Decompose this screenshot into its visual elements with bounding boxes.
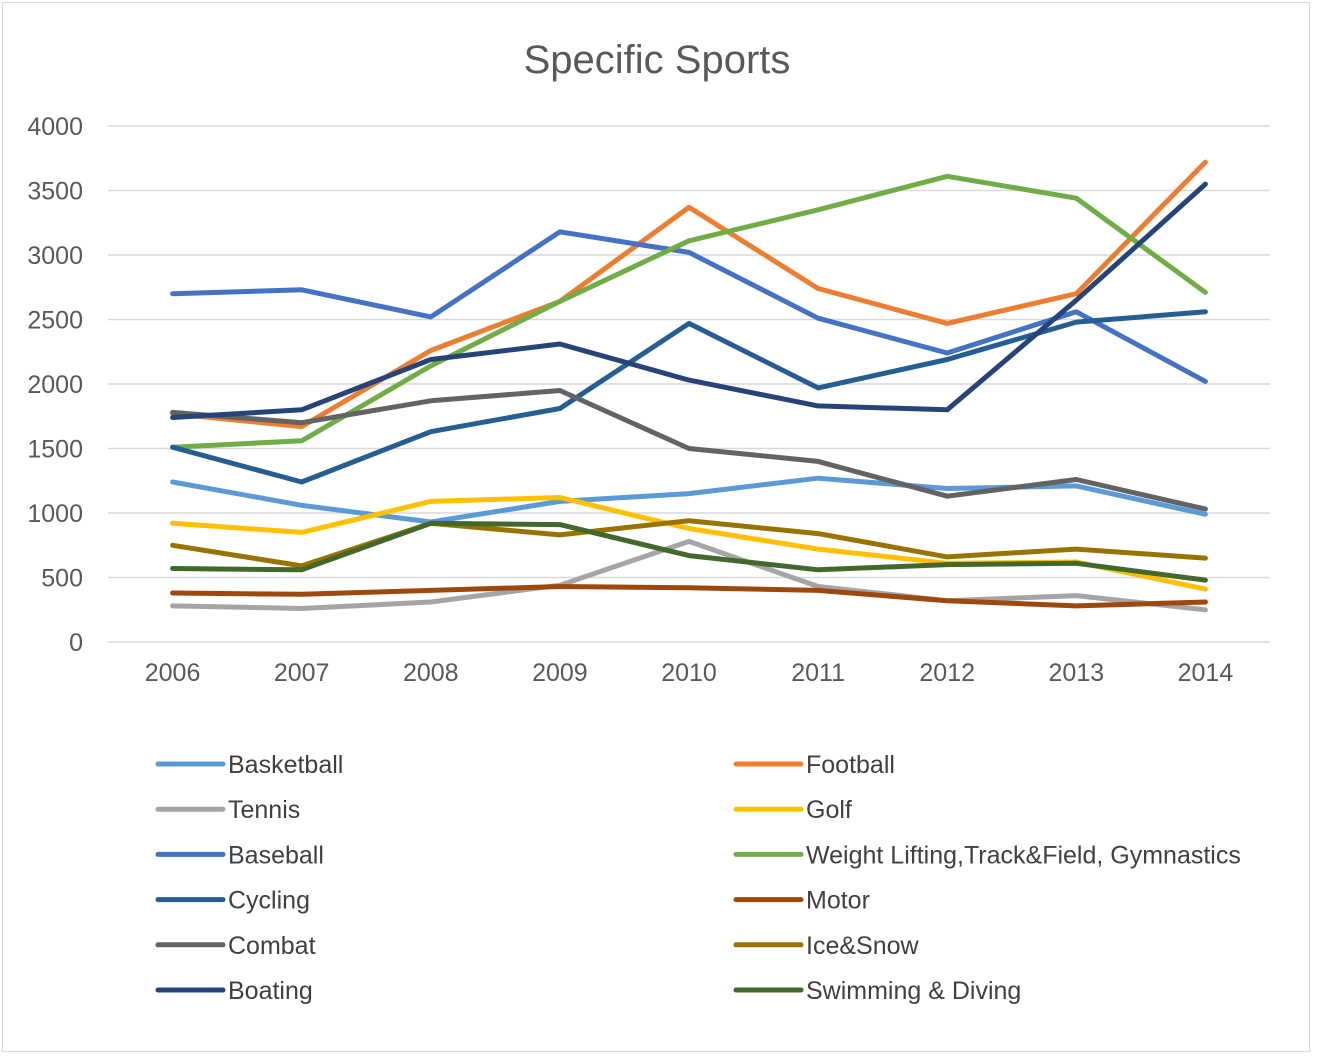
y-tick-label: 2500 bbox=[27, 307, 83, 335]
x-tick-label: 2012 bbox=[919, 659, 975, 687]
x-tick-label: 2014 bbox=[1178, 659, 1234, 687]
legend-label-motor: Motor bbox=[806, 887, 870, 915]
legend-label-weight-lifting-track-field-gymnastics: Weight Lifting,Track&Field, Gymnastics bbox=[806, 841, 1241, 869]
legend-label-football: Football bbox=[806, 751, 895, 779]
x-tick-label: 2007 bbox=[274, 659, 330, 687]
legend-label-combat: Combat bbox=[228, 932, 316, 960]
series-line-tennis bbox=[170, 538, 1208, 613]
y-tick-label: 0 bbox=[69, 629, 83, 657]
series-line-combat bbox=[170, 388, 1208, 512]
x-tick-label: 2008 bbox=[403, 659, 459, 687]
legend-label-baseball: Baseball bbox=[228, 841, 324, 869]
series-line-football bbox=[170, 159, 1208, 430]
legend-label-ice-snow: Ice&Snow bbox=[806, 932, 920, 960]
chart-title: Specific Sports bbox=[524, 38, 791, 82]
series-line-boating bbox=[170, 181, 1208, 420]
y-tick-label: 1000 bbox=[27, 500, 83, 528]
y-tick-label: 4000 bbox=[27, 113, 83, 141]
series-line-baseball bbox=[170, 229, 1208, 384]
x-tick-label: 2011 bbox=[791, 659, 845, 687]
x-tick-label: 2009 bbox=[532, 659, 588, 687]
y-tick-label: 3500 bbox=[27, 178, 83, 206]
x-tick-label: 2006 bbox=[145, 659, 201, 687]
line-chart: Specific Sports 0 500 1000 1500 2000 2500 3000 3… bbox=[27, 38, 1270, 1005]
legend-label-cycling: Cycling bbox=[228, 887, 310, 915]
x-tick-label: 2013 bbox=[1049, 659, 1105, 687]
y-tick-label: 500 bbox=[41, 565, 83, 593]
legend-label-golf: Golf bbox=[806, 796, 852, 824]
y-tick-label: 2000 bbox=[27, 371, 83, 399]
y-tick-label: 3000 bbox=[27, 242, 83, 270]
x-tick-label: 2010 bbox=[661, 659, 717, 687]
legend-label-boating: Boating bbox=[228, 977, 313, 1005]
legend-label-swimming-diving: Swimming & Diving bbox=[806, 977, 1021, 1005]
series-line-weight-lifting-track-field-gymnastics bbox=[170, 173, 1208, 450]
series-line-motor bbox=[170, 584, 1208, 609]
legend-label-tennis: Tennis bbox=[228, 796, 300, 824]
series-line-cycling bbox=[170, 309, 1208, 485]
legend-label-basketball: Basketball bbox=[228, 751, 343, 779]
series-line-swimming-diving bbox=[170, 520, 1208, 583]
y-tick-label: 1500 bbox=[27, 436, 83, 464]
